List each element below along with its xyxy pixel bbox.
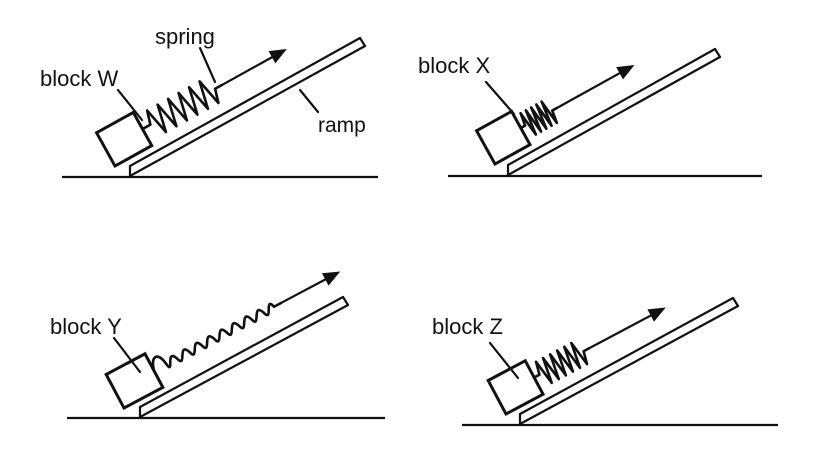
spring xyxy=(519,100,559,136)
force-arrow-head xyxy=(268,49,287,64)
spring xyxy=(532,341,591,385)
ramp xyxy=(138,295,350,419)
force-arrow-head xyxy=(647,307,666,322)
label-block-z: block Z xyxy=(432,314,503,339)
block-z xyxy=(486,307,666,417)
leader-block-y xyxy=(112,336,142,374)
ramp xyxy=(128,36,367,178)
panel-block-w: block W spring ramp xyxy=(40,24,378,179)
block-w xyxy=(94,49,287,169)
label-block-w: block W xyxy=(40,66,118,91)
label-block-x: block X xyxy=(418,53,490,78)
force-arrow-shaft xyxy=(221,56,274,87)
spring xyxy=(141,80,224,134)
panel-block-y: block Y xyxy=(50,271,385,420)
leader-block-x xyxy=(484,80,516,116)
label-block-y: block Y xyxy=(50,314,122,339)
leader-block-w xyxy=(116,88,144,122)
block-x xyxy=(474,64,635,167)
force-arrow-head xyxy=(321,271,341,286)
spring xyxy=(151,301,283,372)
force-arrow-shaft xyxy=(555,72,621,110)
panel-block-z: block Z xyxy=(432,296,778,427)
block-y xyxy=(104,271,341,411)
ramp xyxy=(506,47,722,177)
ramp xyxy=(518,296,740,426)
force-arrow-shaft xyxy=(587,314,652,350)
panel-block-x: block X xyxy=(418,47,762,178)
force-arrow-shaft xyxy=(279,278,327,305)
leader-spring xyxy=(198,46,217,84)
leader-block-z xyxy=(488,341,520,380)
label-spring: spring xyxy=(155,24,215,49)
force-arrow-head xyxy=(616,64,635,80)
label-ramp: ramp xyxy=(318,114,366,137)
leader-ramp xyxy=(298,88,320,114)
